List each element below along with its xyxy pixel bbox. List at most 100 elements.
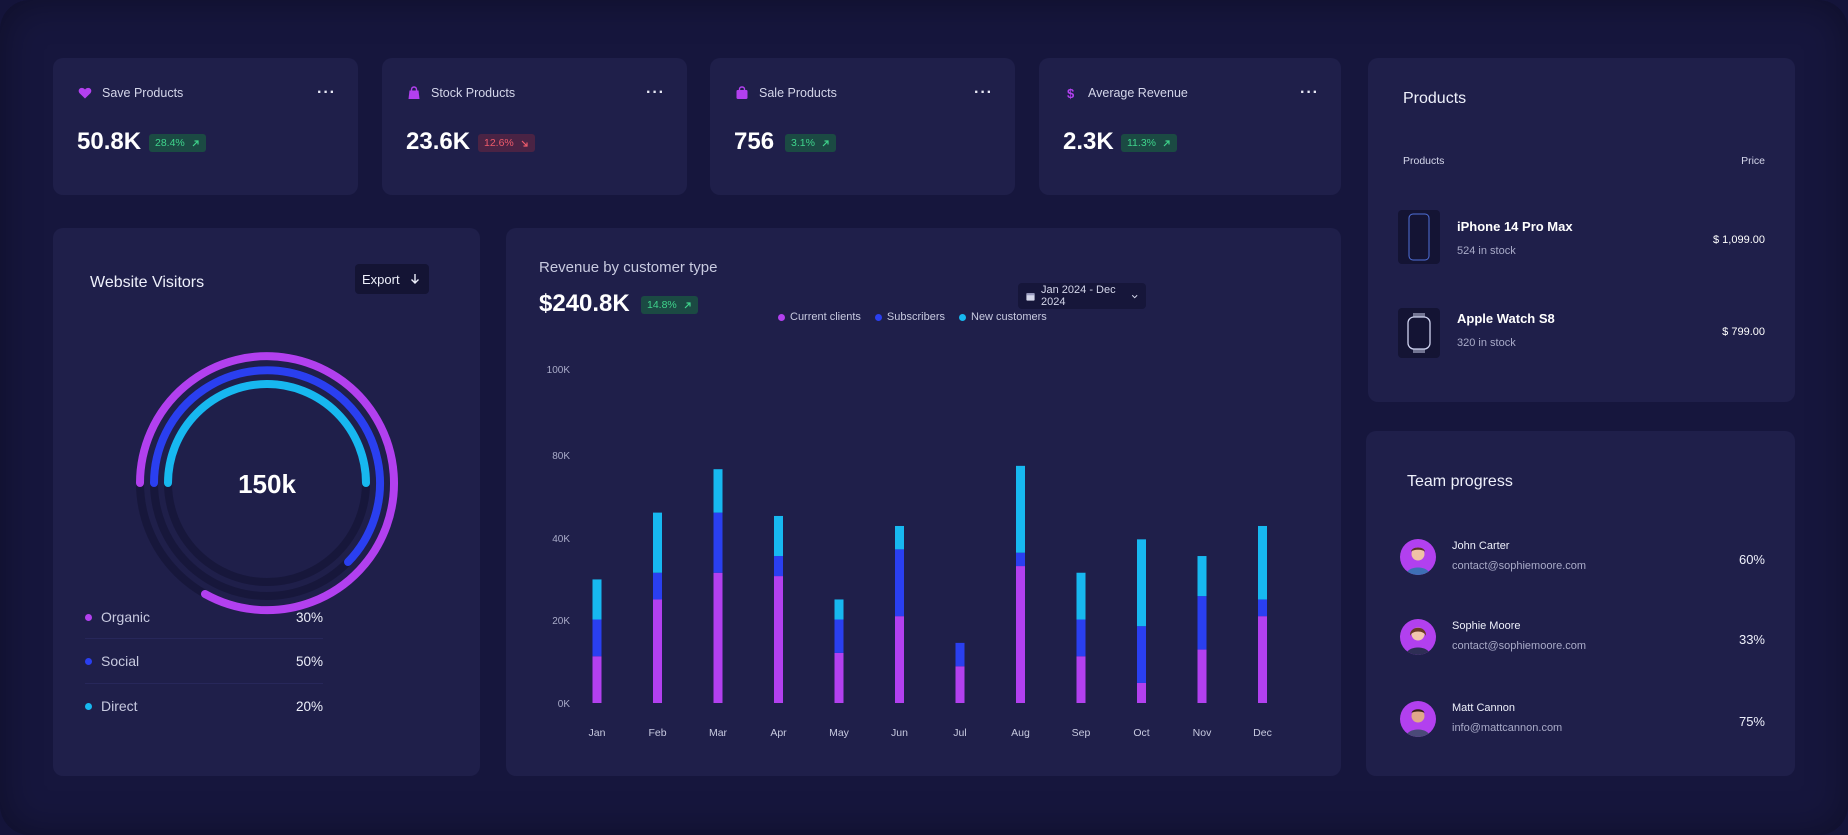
member-email: info@mattcannon.com (1452, 722, 1563, 734)
more-options-button[interactable]: ··· (646, 84, 665, 101)
x-tick-label: May (829, 727, 850, 739)
bar-segment[interactable] (592, 619, 602, 657)
x-tick-label: Mar (709, 727, 728, 739)
bar-segment[interactable] (1197, 649, 1207, 703)
x-tick-label: Feb (648, 727, 666, 739)
stat-value: 50.8K (77, 128, 142, 155)
y-tick-label: 100K (547, 365, 571, 376)
column-header-products: Products (1403, 155, 1445, 167)
team-progress-card: Team progress John Carter contact@sophie… (1366, 431, 1795, 776)
product-row[interactable]: iPhone 14 Pro Max 524 in stock $ 1,099.0… (1368, 210, 1795, 266)
bar-segment[interactable] (592, 579, 602, 620)
bar-segment[interactable] (1016, 552, 1025, 567)
product-stock: 524 in stock (1457, 245, 1516, 257)
bar-segment[interactable] (653, 599, 662, 703)
bar-segment[interactable] (713, 469, 723, 513)
heart-icon (78, 87, 92, 99)
stat-value: 2.3K (1063, 128, 1114, 155)
team-member-row[interactable]: Sophie Moore contact@sophiemoore.com 33% (1366, 619, 1795, 659)
arrow-down-icon (410, 274, 419, 284)
panel-title: Website Visitors (90, 274, 205, 291)
bar-segment[interactable] (1258, 616, 1267, 703)
stat-label: Average Revenue (1088, 86, 1188, 100)
bar-segment[interactable] (1137, 539, 1146, 627)
member-email: contact@sophiemoore.com (1452, 640, 1587, 652)
x-tick-label: Jul (953, 727, 966, 739)
more-options-button[interactable]: ··· (1300, 84, 1319, 101)
bar-segment[interactable] (653, 572, 662, 600)
bar-segment[interactable] (834, 599, 844, 620)
bar-segment[interactable] (713, 572, 723, 703)
bar-segment[interactable] (592, 656, 602, 703)
more-options-button[interactable]: ··· (974, 84, 993, 101)
bar-segment[interactable] (1258, 599, 1267, 617)
legend-item-subscribers: Subscribers (874, 311, 945, 323)
y-tick-label: 80K (552, 451, 570, 462)
bar-segment[interactable] (1197, 556, 1207, 597)
bar-segment[interactable] (1197, 596, 1207, 650)
bar-segment[interactable] (1137, 626, 1146, 683)
chart-legend: Current clients Subscribers New customer… (778, 311, 1047, 323)
column-header-price: Price (1741, 155, 1765, 167)
products-card: Products Products Price iPhone 14 Pro Ma… (1368, 58, 1795, 402)
stat-card-sale-products: Sale Products ··· 756 3.1% (710, 58, 1015, 195)
shopping-bag-icon (736, 86, 748, 99)
bar-segment[interactable] (774, 576, 783, 703)
bar-segment[interactable] (1016, 566, 1025, 703)
legend-item-current-clients: Current clients (778, 311, 861, 323)
avatar (1400, 701, 1436, 737)
bar-segment[interactable] (1258, 525, 1267, 600)
legend-item-direct: Direct 20% (85, 698, 323, 714)
panel-title: Revenue by customer type (539, 259, 718, 276)
bar-segment[interactable] (834, 619, 844, 653)
x-tick-label: Oct (1133, 727, 1149, 739)
x-tick-label: Jun (891, 727, 908, 739)
product-row[interactable]: Apple Watch S8 320 in stock $ 799.00 (1368, 308, 1795, 362)
watch-icon (1398, 308, 1440, 358)
stat-card-stock-products: Stock Products ··· 23.6K 12.6% (382, 58, 687, 195)
arrow-up-right-icon (822, 139, 829, 146)
stat-value: 756 (734, 128, 775, 155)
avatar (1400, 539, 1436, 575)
bag-icon (408, 86, 420, 99)
bar-segment[interactable] (1076, 619, 1086, 657)
bar-segment[interactable] (895, 525, 904, 550)
avatar (1400, 619, 1436, 655)
bar-segment[interactable] (1076, 656, 1086, 703)
bar-segment[interactable] (774, 556, 783, 577)
team-member-row[interactable]: John Carter contact@sophiemoore.com 60% (1366, 539, 1795, 579)
member-progress: 60% (1738, 552, 1765, 567)
bar-segment[interactable] (955, 666, 965, 703)
team-member-row[interactable]: Matt Cannon info@mattcannon.com 75% (1366, 701, 1795, 741)
bar-segment[interactable] (895, 616, 904, 703)
legend-dot (85, 613, 92, 621)
member-name: John Carter (1452, 540, 1510, 552)
bar-segment[interactable] (774, 515, 783, 557)
legend-dot (85, 657, 92, 665)
bar-segment[interactable] (1016, 465, 1025, 553)
stat-label: Sale Products (759, 86, 837, 100)
bar-segment[interactable] (713, 512, 723, 573)
y-tick-label: 0K (558, 699, 571, 710)
website-visitors-card: Website Visitors Export 150k Organic 30%… (53, 228, 480, 776)
product-name: Apple Watch S8 (1457, 311, 1555, 326)
bar-segment[interactable] (955, 642, 965, 667)
bar-segment[interactable] (653, 512, 662, 573)
bar-segment[interactable] (1076, 572, 1086, 620)
divider (85, 638, 323, 639)
status-badge: 11.3% (1121, 134, 1177, 152)
more-options-button[interactable]: ··· (317, 84, 336, 101)
stat-label: Stock Products (431, 86, 516, 100)
bar-segment[interactable] (895, 549, 904, 617)
stat-value: 23.6K (406, 128, 471, 155)
date-range-dropdown[interactable]: Jan 2024 - Dec 2024 (1018, 283, 1146, 309)
export-button[interactable]: Export (355, 264, 429, 294)
divider (85, 683, 323, 684)
x-tick-label: Dec (1253, 727, 1272, 739)
calendar-icon (1026, 292, 1035, 301)
x-tick-label: Sep (1072, 727, 1091, 739)
bar-segment[interactable] (834, 652, 844, 703)
bar-segment[interactable] (1137, 682, 1146, 703)
legend-dot (778, 313, 785, 321)
